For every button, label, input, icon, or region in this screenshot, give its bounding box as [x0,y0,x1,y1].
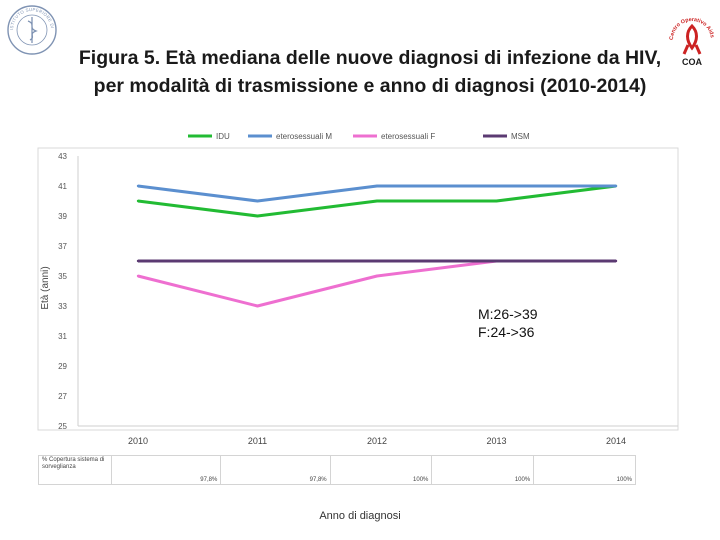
data-point [256,214,259,218]
y-tick-label: 35 [58,272,67,281]
coverage-cell: 100% [533,455,636,485]
y-tick-label: 39 [58,212,67,221]
x-tick-label: 2013 [486,436,506,446]
data-point [375,199,379,203]
y-tick-label: 37 [58,242,67,251]
annotation-line-1: M:26->39 [478,306,538,322]
coverage-header: % Copertura sistema di sorveglianza [38,455,112,485]
x-tick-label: 2010 [128,436,148,446]
data-point [495,259,498,263]
legend-label: eterosessuali F [381,132,435,141]
y-tick-label: 29 [58,362,67,371]
data-point [614,259,618,263]
right-logo-abbr: COA [682,57,703,67]
data-point [495,199,498,203]
annotation: M:26->39 F:24->36 [478,305,538,341]
figure-title: Figura 5. Età mediana delle nuove diagno… [50,44,690,100]
series-lines [136,184,618,308]
legend: IDU eterosessuali M eterosessuali F MSM [188,132,530,141]
data-point [375,184,379,188]
coverage-row: % Copertura sistema di sorveglianza 97,8… [38,455,636,485]
x-tick-label: 2011 [248,436,267,446]
y-tick-label: 33 [58,302,67,311]
annotation-line-2: F:24->36 [478,324,535,340]
data-point [614,184,618,188]
x-axis-label: Anno di diagnosi [319,510,401,522]
line-chart: Età (anni) IDU eterosessuali M eterosessua… [37,132,679,446]
data-point [375,274,379,278]
plot-frame [37,147,679,431]
data-point [256,259,259,263]
data-point [375,259,379,263]
data-point [256,199,259,203]
y-tick-label: 31 [58,332,67,341]
coverage-cell: 100% [329,455,433,485]
x-tick-label: 2012 [367,436,387,446]
istituto-superiore-sanita-logo: ISTITUTO SUPERIORE DI SANITÀ [6,4,57,55]
coverage-cell: 100% [431,455,535,485]
coa-logo: Centro Operativo Aids COA [669,17,715,67]
data-point [136,259,140,263]
data-point [136,274,140,278]
legend-label: IDU [216,132,230,141]
legend-label: eterosessuali M [276,132,332,141]
y-tick-labels: 25 27 29 31 33 35 37 39 41 43 [58,152,67,431]
title-line-2: per modalità di trasmissione e anno di d… [93,75,647,97]
svg-text:Centro Operativo Aids: Centro Operativo Aids [669,17,715,40]
title-line-1: Figura 5. Età mediana delle nuove diagno… [78,47,662,69]
svg-text:ISTITUTO SUPERIORE DI SANITÀ: ISTITUTO SUPERIORE DI SANITÀ [6,4,55,30]
coverage-cell: 97,8% [110,455,222,485]
left-logo-text: ISTITUTO SUPERIORE DI SANITÀ [6,4,55,30]
y-tick-label: 43 [58,152,67,161]
data-point [256,304,259,308]
coverage-table: % Copertura sistema di sorveglianza 97,8… [38,455,636,485]
legend-label: MSM [511,132,530,141]
x-tick-label: 2014 [606,436,626,446]
data-point [495,184,498,188]
y-axis-label: Età (anni) [40,266,51,309]
y-tick-label: 27 [58,392,67,401]
right-logo-text: Centro Operativo Aids [669,17,715,40]
y-tick-label: 25 [58,422,67,431]
x-tick-labels: 2010 2011 2012 2013 2014 [128,436,626,446]
data-point [136,199,140,203]
coverage-cell: 97,8% [220,455,331,485]
data-point [136,184,140,188]
y-tick-label: 41 [58,182,67,191]
